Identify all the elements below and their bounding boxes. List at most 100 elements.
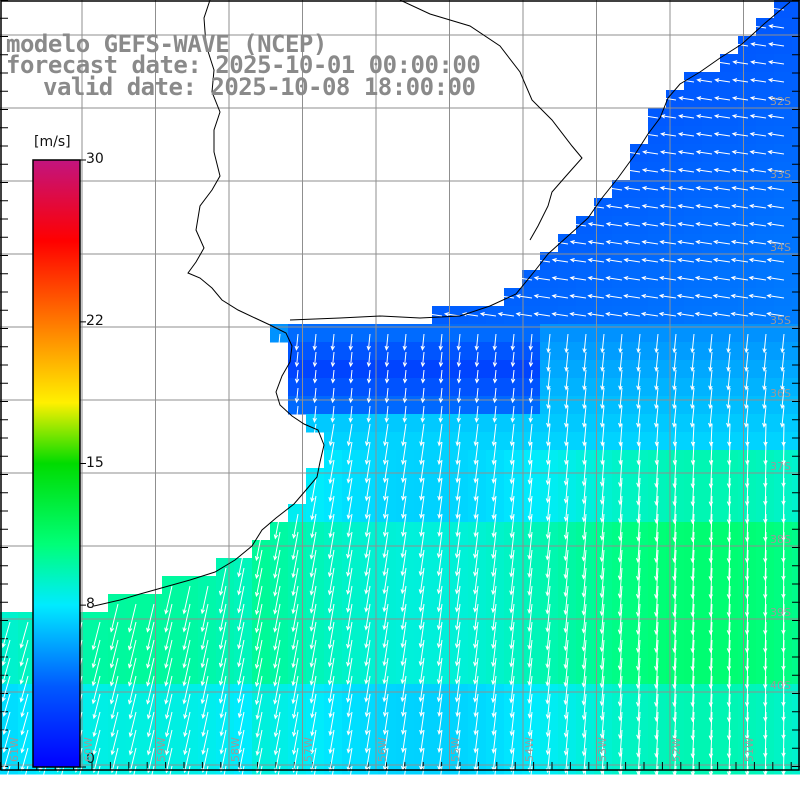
wind-cell <box>720 252 739 271</box>
wind-cell <box>792 144 800 163</box>
wind-arrow <box>527 477 533 503</box>
wind-arrow <box>438 333 443 351</box>
wind-arrow <box>1 639 11 667</box>
wind-arrow <box>780 333 785 354</box>
wind-arrow <box>346 441 353 466</box>
wind-cell <box>540 576 559 595</box>
wind-arrow <box>366 369 372 384</box>
wind-cell <box>612 306 631 325</box>
wind-cell <box>360 432 379 451</box>
wind-arrow <box>437 711 443 736</box>
wind-arrow <box>563 531 569 562</box>
wind-cell <box>414 378 433 397</box>
wind-cell <box>612 558 631 577</box>
wind-cell <box>792 468 800 487</box>
wind-cell <box>576 216 595 235</box>
wind-arrow <box>473 711 479 736</box>
wind-arrow <box>418 675 425 703</box>
wind-arrow <box>763 657 768 690</box>
wind-arrow <box>109 639 119 669</box>
wind-arrow <box>455 459 461 484</box>
wind-cell <box>0 720 19 739</box>
wind-cell <box>306 558 325 577</box>
wind-cell <box>396 450 415 469</box>
wind-arrow <box>237 585 245 614</box>
wind-cell <box>342 324 361 343</box>
wind-arrow <box>695 168 713 173</box>
wind-cell <box>180 720 199 739</box>
wind-arrow <box>146 657 155 687</box>
wind-arrow <box>618 351 623 372</box>
wind-arrow <box>690 387 695 410</box>
wind-arrow <box>624 150 641 155</box>
wind-arrow <box>623 186 641 191</box>
wind-cell <box>504 648 523 667</box>
wind-arrow <box>731 203 749 209</box>
wind-cell <box>180 576 199 595</box>
wind-arrow <box>328 513 335 539</box>
wind-arrow <box>436 603 443 631</box>
wind-arrow <box>745 513 750 543</box>
wind-cell <box>360 414 379 433</box>
wind-cell <box>414 540 433 559</box>
latitude-label: 33S <box>770 168 791 181</box>
wind-cell <box>216 648 235 667</box>
wind-arrow <box>237 747 245 773</box>
wind-arrow <box>708 387 713 410</box>
wind-arrow <box>328 441 335 466</box>
wind-cell <box>342 648 361 667</box>
wind-arrow <box>527 531 533 561</box>
wind-cell <box>522 702 541 721</box>
wind-cell <box>468 576 487 595</box>
wind-arrow <box>237 657 245 686</box>
wind-cell <box>720 72 739 91</box>
wind-arrow <box>546 369 551 391</box>
wind-arrow <box>694 257 713 263</box>
wind-cell <box>450 666 469 685</box>
wind-cell <box>594 504 613 523</box>
wind-cell <box>594 684 613 703</box>
wind-arrow <box>455 711 461 736</box>
wind-arrow <box>533 312 551 317</box>
wind-cell <box>378 360 397 379</box>
wind-arrow <box>563 477 569 504</box>
wind-arrow <box>127 603 137 633</box>
wind-cell <box>522 306 541 325</box>
wind-cell <box>432 738 451 757</box>
wind-cell <box>774 324 793 343</box>
wind-cell <box>738 270 757 289</box>
wind-arrow <box>745 423 750 447</box>
wind-arrow <box>491 567 497 596</box>
colorbar-unit: [m/s] <box>34 134 71 150</box>
wind-cell <box>666 108 685 127</box>
wind-arrow <box>527 621 533 651</box>
wind-cell <box>270 576 289 595</box>
wind-cell <box>594 306 613 325</box>
wind-cell <box>378 342 397 361</box>
wind-cell <box>756 216 775 235</box>
wind-cell <box>324 702 343 721</box>
wind-arrow <box>473 513 479 538</box>
wind-cell <box>432 594 451 613</box>
wind-cell <box>504 324 523 343</box>
wind-cell <box>432 342 451 361</box>
wind-cell <box>468 684 487 703</box>
wind-cell <box>594 324 613 343</box>
wind-arrow <box>569 258 587 263</box>
wind-cell <box>612 216 631 235</box>
wind-cell <box>288 594 307 613</box>
wind-cell <box>396 324 415 343</box>
wind-cell <box>126 738 145 757</box>
wind-arrow <box>762 369 767 391</box>
wind-arrow <box>473 585 479 613</box>
wind-arrow <box>19 621 29 649</box>
wind-arrow <box>745 459 750 489</box>
wind-arrow <box>346 729 353 754</box>
wind-arrow <box>695 221 713 227</box>
wind-arrow <box>237 639 245 668</box>
wind-arrow <box>330 387 336 404</box>
wind-cell <box>756 90 775 109</box>
wind-cell <box>738 162 757 181</box>
wind-cell <box>450 630 469 649</box>
wind-arrow <box>309 549 317 578</box>
